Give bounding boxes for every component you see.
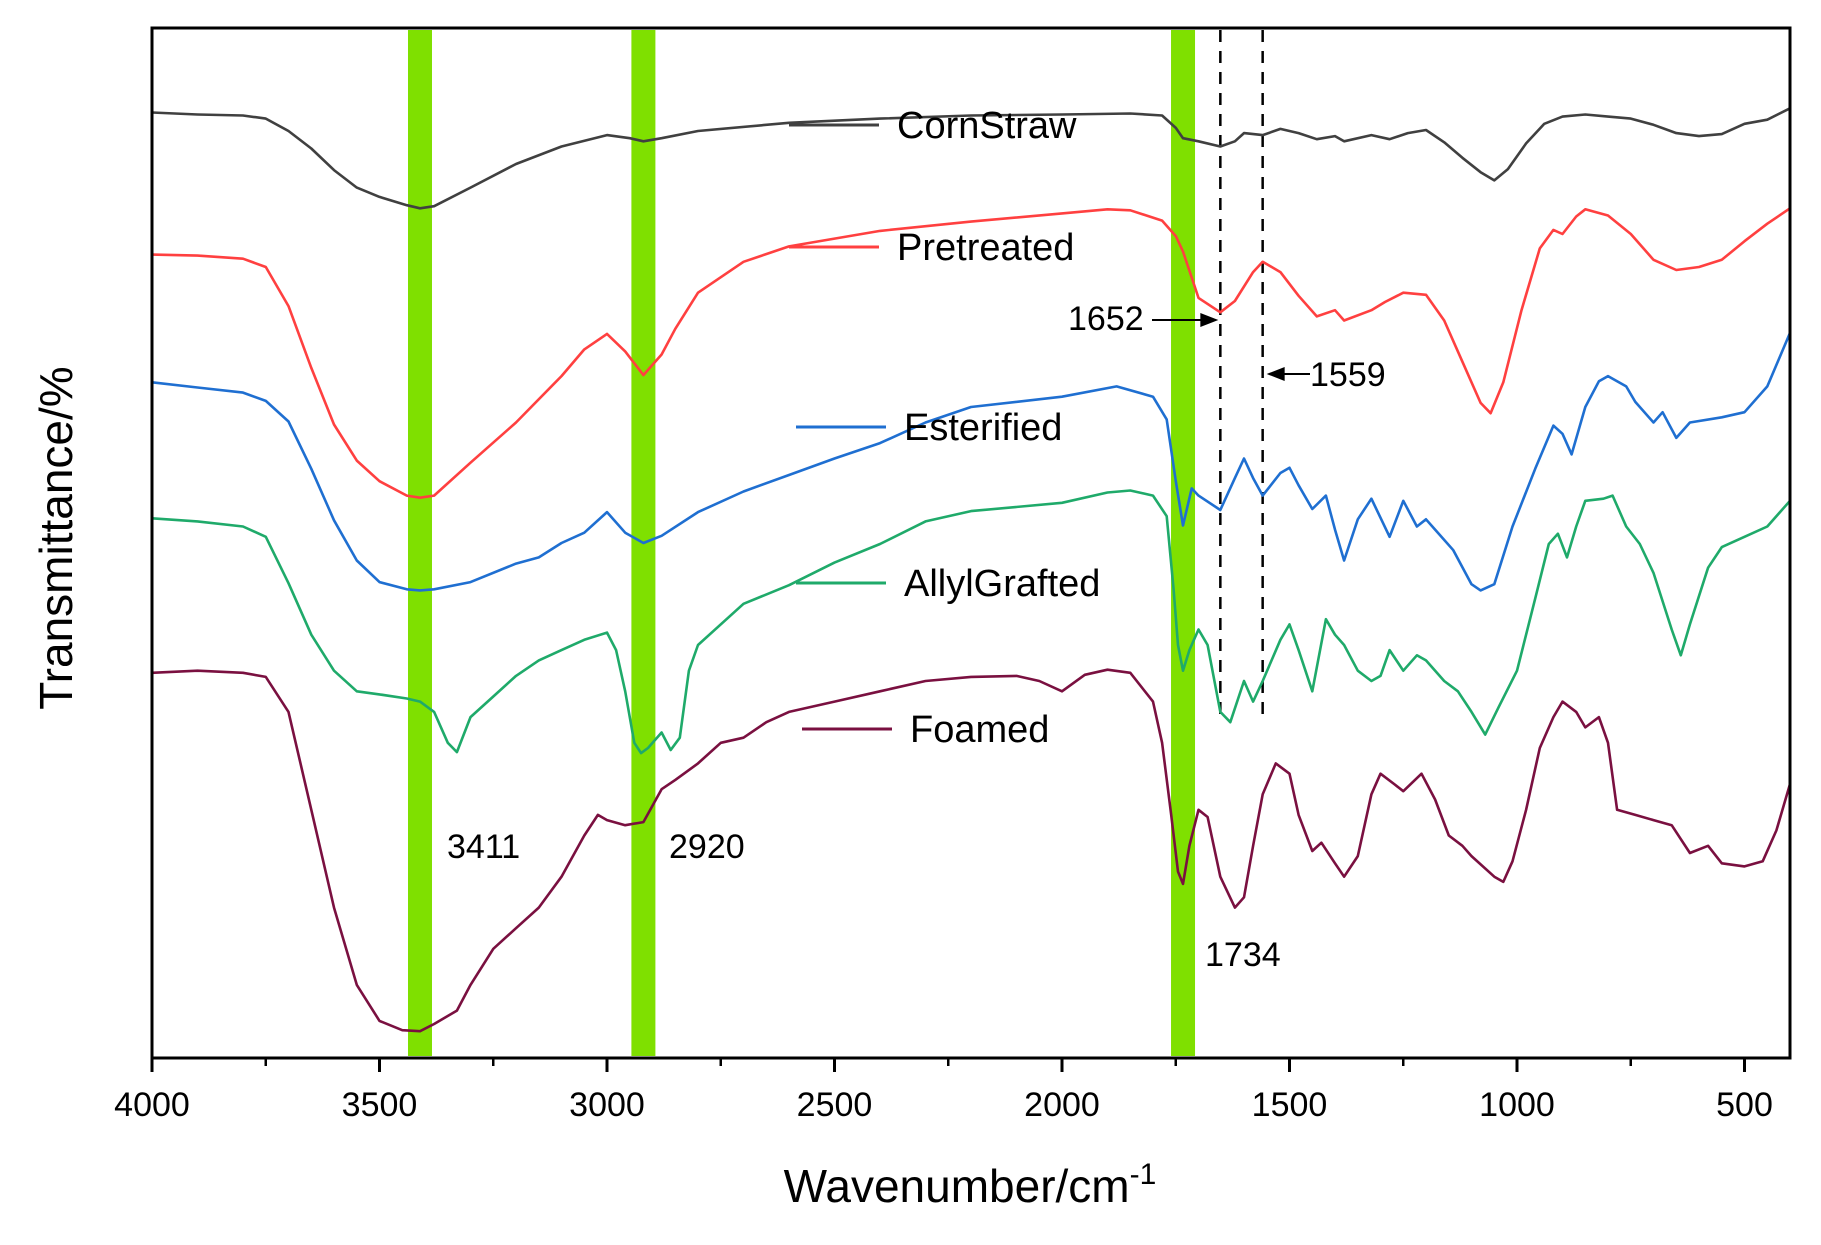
y-axis-title: Transmittance/% [30,366,82,709]
x-tick-label-4000: 4000 [114,1086,190,1124]
legend-label-esterified: Esterified [904,407,1062,449]
x-axis-ticks: 4000 3500 3000 2500 2000 1500 1000 500 [114,1058,1773,1124]
x-tick-label-3500: 3500 [342,1086,418,1124]
highlight-bands [407,30,1196,1056]
x-tick-label-500: 500 [1716,1086,1773,1124]
dashed-markers [1219,30,1264,719]
series-line-cornstraw [151,107,1791,210]
marker-arrowhead-1652 [1200,313,1219,327]
x-axis-title-text: Wavenumber/cm [784,1160,1130,1212]
highlight-band-1734 [1171,30,1196,1056]
marker-label-1652: 1652 [1068,300,1144,338]
x-tick-label-1500: 1500 [1252,1086,1328,1124]
x-tick-label-2000: 2000 [1024,1086,1100,1124]
band-label-1734: 1734 [1205,936,1281,974]
series-line-pretreated [151,207,1791,500]
highlight-band-3411 [407,30,432,1056]
band-label-2920: 2920 [669,828,745,866]
legend-label-foamed: Foamed [910,709,1049,751]
legend-label-pretreated: Pretreated [897,227,1074,269]
legend: CornStraw Pretreated Esterified AllylGrafte… [789,105,1100,751]
x-tick-label-1000: 1000 [1479,1086,1555,1124]
x-axis-title: Wavenumber/cm-1 [784,1158,1157,1212]
marker-arrowhead-1559 [1266,367,1285,381]
marker-label-1559: 1559 [1310,356,1386,394]
plot-frame [150,26,1792,1060]
spectra-lines [151,107,1792,1033]
x-tick-label-2500: 2500 [797,1086,873,1124]
annotations: 3411 2920 1734 1652 1559 [447,300,1386,974]
legend-label-allylgrafted: AllylGrafted [904,563,1100,605]
x-tick-label-3000: 3000 [569,1086,645,1124]
series-line-esterified [151,332,1792,592]
series-line-foamed [151,668,1792,1033]
band-label-3411: 3411 [447,828,520,866]
legend-label-cornstraw: CornStraw [897,105,1077,147]
series-line-allylgrafted [151,489,1791,755]
x-axis-title-superscript: -1 [1130,1158,1157,1191]
